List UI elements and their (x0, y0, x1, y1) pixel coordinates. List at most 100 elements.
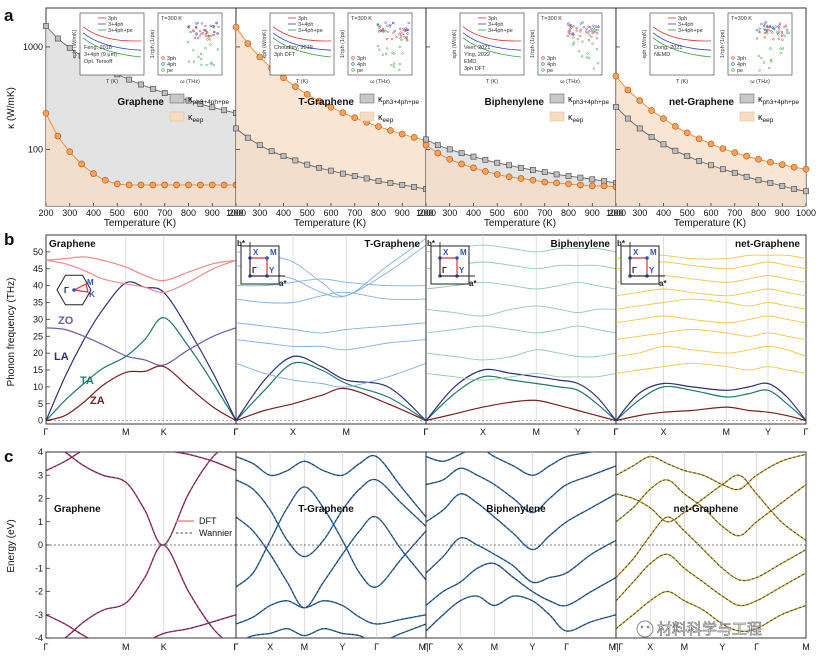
inset-rate-point (386, 47, 389, 50)
x-tick-label: 300 (442, 208, 457, 218)
kappa-ph-marker (684, 153, 691, 159)
inset-rate-point (393, 29, 396, 33)
kappa-e-marker (636, 97, 644, 104)
inset-rate-point (212, 64, 215, 67)
inset-rate-point (390, 63, 393, 67)
inset-rate-point (777, 33, 780, 36)
band-wannier-band-6 (426, 562, 616, 607)
phonon-branch-LA (45, 281, 237, 421)
inset-rate-point (570, 26, 573, 29)
inset-rate-legend-marker (351, 56, 355, 60)
inset-rate-point (766, 29, 769, 33)
inset-rate-point (572, 36, 575, 39)
x-tick-label: 400 (276, 208, 291, 218)
kappa-e-marker (315, 97, 323, 105)
phonon-branch-acoustic-3 (615, 382, 807, 421)
kappa-ph-marker (529, 167, 536, 173)
band-wannier-band-1 (426, 595, 616, 632)
inset-rate-title: T=300 K (731, 16, 752, 22)
material-title: Graphene (117, 97, 164, 108)
inset-kph-curve (652, 32, 712, 51)
inset-rate-point (594, 25, 598, 28)
inset-rate-point (204, 32, 207, 36)
inset-rate-point (771, 31, 774, 34)
kpoint-label: Γ (424, 427, 429, 437)
band-wannier-band-6 (616, 474, 806, 541)
kappa-e-marker (339, 109, 347, 117)
panel-c-frame (425, 451, 617, 639)
inset-rate-point (780, 30, 784, 34)
phonon-branch-optical-3 (615, 329, 807, 341)
inset-rate-point (198, 35, 202, 38)
inset-rate-title: T=300 K (161, 16, 182, 22)
inset-rate-xlabel: ω (THz) (560, 79, 580, 85)
inset-rate-point (763, 28, 767, 32)
kappa-e-marker (660, 115, 667, 122)
phonon-branch-optical-4 (615, 315, 807, 324)
inset-rate-point (762, 61, 766, 64)
inset-rate-point (203, 28, 206, 31)
kappa-ph-marker (458, 150, 465, 156)
legend-e-swatch (549, 111, 565, 122)
kappa-ph-marker (268, 148, 275, 155)
inset-kph-curve (272, 37, 332, 58)
inset-kph-xlabel: T (K) (486, 79, 498, 85)
panel-b-frame (45, 234, 237, 425)
kappa-e-marker (648, 107, 655, 114)
bz-label: Y (269, 266, 275, 275)
inset-rate-point (213, 31, 216, 34)
inset-rate-legend-marker (541, 68, 545, 72)
kpoint-label: M|Γ (609, 642, 624, 652)
inset-rate-point (591, 31, 594, 35)
band-wannier-band-2 (616, 516, 806, 581)
inset-rate-point (586, 52, 589, 55)
bz-label: Y (649, 266, 655, 275)
bz-label: X (253, 248, 259, 257)
inset-rate-point (592, 27, 595, 30)
inset-rate-point (781, 47, 785, 50)
inset-rate-point (766, 32, 769, 35)
inset-rate-point (194, 25, 198, 29)
inset-rate-ylabel: 1/τph (1/ps) (530, 30, 536, 59)
kappa-e-marker (446, 155, 454, 163)
phonon-branch-optical-4 (235, 291, 427, 304)
material-title: Biphenylene (551, 239, 611, 250)
kappa-ph-marker (43, 23, 49, 29)
x-tick-label: 1000 (796, 208, 816, 218)
kappa-ph-marker (767, 180, 774, 186)
x-tick-label: 400 (656, 208, 671, 218)
inset-legend-label: 3+4ph (298, 22, 313, 28)
kappa-e-marker (125, 181, 133, 189)
inset-rate-point (378, 30, 381, 33)
inset-rate-point (568, 27, 572, 30)
inset-rate-point (399, 31, 402, 34)
inset-rate-point (398, 33, 401, 36)
band-lines (616, 453, 806, 633)
band-wannier-band-1 (236, 600, 426, 625)
kappa-ph-marker (328, 167, 334, 174)
inset-rate-point (187, 60, 191, 63)
kappa-panel-2: 200 300 400 500 600 700 800 900 1000 T-Graphene κp… (228, 7, 436, 218)
inset-rate-ylabel: 1/τph (1/ps) (340, 30, 346, 59)
inset-annotation: Ying, 2022 (464, 52, 490, 58)
inset-rate-point (592, 30, 595, 33)
x-tick-label: 200 (418, 208, 433, 218)
inset-rate-point (386, 24, 389, 27)
inset-rate-point (200, 58, 203, 61)
kpoint-label: Y (765, 427, 771, 437)
x-tick-label: 800 (561, 208, 576, 218)
phonon-branch-optical-1 (235, 362, 427, 388)
inset-rate-point (784, 24, 788, 27)
kappa-ph-marker (138, 81, 144, 88)
inset-rate-point (777, 37, 781, 40)
panel-c-frame (45, 451, 237, 639)
inset-rate-point (195, 33, 198, 36)
inset-kph-curve (652, 26, 712, 42)
inset-rate-point (384, 30, 387, 33)
inset-rate-point (207, 34, 210, 38)
material-title: Graphene (49, 239, 96, 250)
y-tick-label: 35 (33, 298, 43, 308)
material-title: net-Graphene (673, 504, 738, 515)
phonon-branch-ZO (45, 327, 237, 366)
